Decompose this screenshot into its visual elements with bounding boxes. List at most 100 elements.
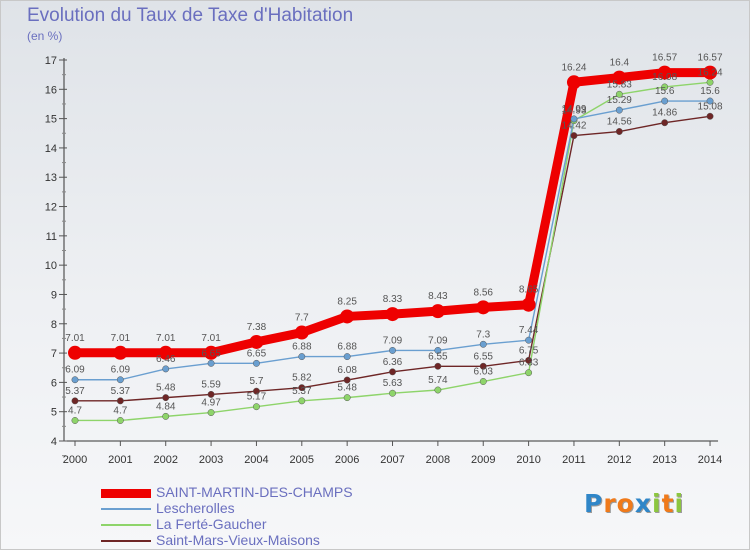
- data-label: 15.08: [698, 101, 723, 112]
- data-label: 15.29: [607, 95, 632, 106]
- data-label: 15.6: [700, 86, 720, 97]
- data-point: [116, 376, 124, 384]
- data-label: 6.65: [247, 348, 267, 359]
- data-label: 6.08: [337, 365, 357, 376]
- logo-letter: t: [661, 489, 675, 518]
- data-labels: 7.01 7.01 7.01 7.01 7.38 7.7 8.25 8.33 8.43 8.56 8…: [65, 53, 723, 417]
- data-label: 5.7: [249, 376, 263, 387]
- x-tick-label: 2011: [562, 454, 586, 466]
- data-label: 14.99: [561, 104, 586, 115]
- data-label: 6.33: [519, 358, 539, 369]
- logo-letter: r: [603, 489, 617, 518]
- data-point: [661, 83, 669, 91]
- data-point: [661, 119, 669, 127]
- data-point: [252, 387, 260, 395]
- data-point: [615, 128, 623, 135]
- data-point: [570, 115, 578, 123]
- legend-item: SAINT-MARTIN-DES-CHAMPS: [101, 484, 461, 501]
- logo-letter: x: [634, 489, 652, 518]
- y-tick-label: 17: [45, 55, 57, 67]
- data-point: [706, 78, 714, 86]
- data-point: [389, 389, 396, 397]
- y-tick-label: 6: [51, 377, 57, 389]
- data-point: [389, 346, 396, 354]
- data-label: 5.17: [247, 392, 267, 403]
- data-point: [479, 362, 487, 370]
- data-point: [706, 112, 714, 120]
- data-label: 7.09: [428, 335, 448, 346]
- data-point: [706, 97, 714, 105]
- y-tick-label: 15: [45, 114, 57, 126]
- x-tick-label: 2005: [290, 454, 314, 466]
- data-label: 16.57: [652, 53, 677, 64]
- data-label: 5.63: [383, 378, 403, 389]
- data-label: 4.84: [156, 401, 176, 412]
- logo-letter: o: [616, 489, 635, 518]
- y-tick-label: 4: [51, 436, 57, 448]
- data-point: [703, 65, 718, 80]
- proxiti-logo: Proxiti: [584, 489, 684, 518]
- data-point: [71, 397, 79, 405]
- y-tick-label: 7: [51, 348, 57, 360]
- logo-letter: i: [674, 489, 685, 518]
- x-tick-label: 2000: [63, 454, 87, 466]
- data-point: [71, 376, 79, 384]
- data-point: [298, 353, 306, 361]
- data-label: 7.01: [201, 333, 221, 344]
- data-label: 5.48: [156, 383, 176, 394]
- x-tick-label: 2013: [652, 454, 676, 466]
- legend-label: Saint-Mars-Vieux-Maisons: [156, 532, 320, 548]
- data-label: 7.09: [383, 335, 403, 346]
- legend-item: Saint-Mars-Vieux-Maisons: [101, 532, 461, 549]
- data-label: 5.74: [428, 375, 448, 386]
- data-label: 5.82: [292, 373, 312, 384]
- y-tick-label: 13: [45, 172, 57, 184]
- data-label: 7.01: [111, 333, 131, 344]
- data-point: [340, 309, 355, 324]
- data-point: [116, 397, 124, 405]
- data-point: [68, 345, 82, 360]
- data-point: [434, 362, 442, 370]
- data-label: 5.59: [201, 379, 221, 390]
- y-tick-label: 5: [51, 407, 57, 419]
- data-label: 6.09: [111, 365, 131, 376]
- data-point: [615, 90, 623, 98]
- data-label: 16.08: [652, 72, 677, 83]
- x-tick-label: 2010: [516, 454, 540, 466]
- data-label: 7.44: [519, 325, 539, 336]
- data-point: [525, 369, 533, 377]
- x-tick-label: 2014: [698, 454, 722, 466]
- data-label: 6.88: [337, 342, 357, 353]
- x-tick-label: 2009: [471, 454, 495, 466]
- data-label: 7.01: [65, 333, 85, 344]
- data-label: 14.86: [652, 108, 677, 119]
- data-point: [249, 334, 264, 349]
- legend-item: Lescherolles: [101, 500, 461, 517]
- data-point: [252, 403, 260, 411]
- data-label: 4.7: [113, 405, 127, 416]
- data-point: [612, 70, 627, 85]
- data-point: [657, 65, 672, 80]
- data-point: [385, 307, 400, 322]
- data-label: 16.24: [561, 62, 586, 73]
- data-point: [434, 346, 442, 354]
- x-tick-label: 2004: [244, 454, 268, 466]
- data-point: [525, 336, 533, 344]
- data-point: [615, 106, 623, 114]
- data-label: 16.57: [698, 53, 723, 64]
- x-tick-label: 2008: [426, 454, 450, 466]
- data-label: 14.56: [607, 117, 632, 128]
- data-label: 14.42: [561, 121, 586, 132]
- x-tick-label: 2007: [380, 454, 404, 466]
- data-point: [479, 340, 487, 348]
- data-point: [343, 394, 351, 402]
- data-point: [430, 304, 445, 319]
- logo-letter: P: [584, 489, 604, 518]
- data-point: [162, 394, 170, 402]
- y-tick-label: 11: [46, 231, 57, 243]
- data-label: 6.09: [65, 365, 85, 376]
- data-label: 5.37: [292, 386, 312, 397]
- data-point: [343, 376, 351, 384]
